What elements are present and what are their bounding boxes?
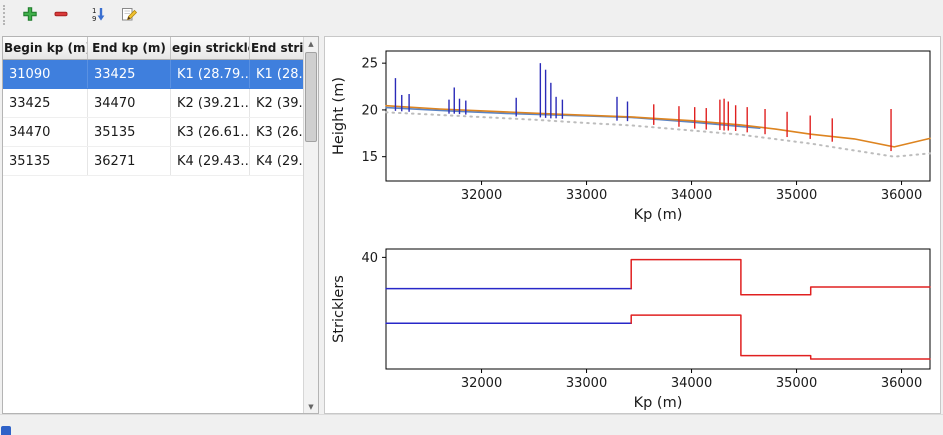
svg-text:1: 1 [92,7,96,15]
status-bar [0,414,943,435]
table-cell[interactable]: 34470 [3,117,88,147]
main-area: Begin kp (m) End kp (m) egin strickle End s… [0,30,943,414]
table-cell[interactable]: K4 (29.43… [170,146,250,176]
table-cell[interactable]: 31090 [3,59,88,89]
height-profile-chart: 32000 33000 34000 35000 36000 15 20 25 Kp (m) Hei… [331,50,931,223]
svg-text:36000: 36000 [881,376,922,391]
minus-icon [53,6,69,25]
table-cell[interactable]: 34470 [87,88,171,118]
svg-text:35000: 35000 [776,188,817,203]
svg-text:Kp (m): Kp (m) [634,395,683,411]
svg-text:15: 15 [361,150,378,165]
table-cell[interactable]: 36271 [87,146,171,176]
table-cell[interactable]: 35135 [3,146,88,176]
scrollbar-thumb[interactable] [305,52,317,142]
charts-panel: 32000 33000 34000 35000 36000 15 20 25 Kp (m) Hei… [324,36,941,414]
table-cell[interactable]: K1 (28.79… [170,59,250,89]
svg-text:25: 25 [361,57,378,72]
table-cell[interactable]: K2 (39.21… [170,88,250,118]
table-cell[interactable]: 35135 [87,117,171,147]
stricklers-chart: 32000 33000 34000 35000 36000 40 Kp (m) Strickl… [331,248,931,411]
table-scrollbar[interactable]: ▲ ▼ [303,37,318,413]
table-cell[interactable]: 33425 [87,59,171,89]
svg-text:34000: 34000 [671,376,712,391]
svg-text:Height (m): Height (m) [331,77,347,155]
table-cell[interactable]: K3 (26.61… [170,117,250,147]
table-cell[interactable]: 33425 [3,88,88,118]
svg-text:20: 20 [361,103,378,118]
svg-text:34000: 34000 [671,188,712,203]
table-header-row: Begin kp (m) End kp (m) egin strickle End s… [3,37,318,60]
plus-icon [22,6,38,25]
edit-icon [121,6,138,25]
svg-text:Kp (m): Kp (m) [634,207,683,223]
sort-rows-button[interactable]: 1 9 [85,2,111,28]
column-header[interactable]: End strickler [249,37,318,60]
column-header[interactable]: End kp (m) [87,37,171,60]
scroll-up-icon[interactable]: ▲ [308,39,314,48]
sort-descending-icon: 1 9 [90,6,106,25]
column-header[interactable]: egin strickle [170,37,250,60]
svg-text:40: 40 [361,251,378,266]
svg-text:35000: 35000 [776,376,817,391]
toolbar: 1 9 [0,0,943,30]
edit-button[interactable] [116,2,142,28]
scroll-down-icon[interactable]: ▼ [308,402,314,411]
status-icon [1,426,11,435]
column-header[interactable]: Begin kp (m) [3,37,88,60]
svg-text:32000: 32000 [461,188,502,203]
svg-text:9: 9 [92,15,96,22]
svg-text:33000: 33000 [566,188,607,203]
svg-text:36000: 36000 [881,188,922,203]
add-row-button[interactable] [17,2,43,28]
svg-text:Stricklers: Stricklers [331,275,347,343]
toolbar-grip[interactable] [3,5,10,25]
remove-row-button[interactable] [48,2,74,28]
svg-text:33000: 33000 [566,376,607,391]
stricklers-table-panel: Begin kp (m) End kp (m) egin strickle End s… [2,36,319,414]
svg-text:32000: 32000 [461,376,502,391]
stricklers-table: Begin kp (m) End kp (m) egin strickle End s… [3,37,318,176]
